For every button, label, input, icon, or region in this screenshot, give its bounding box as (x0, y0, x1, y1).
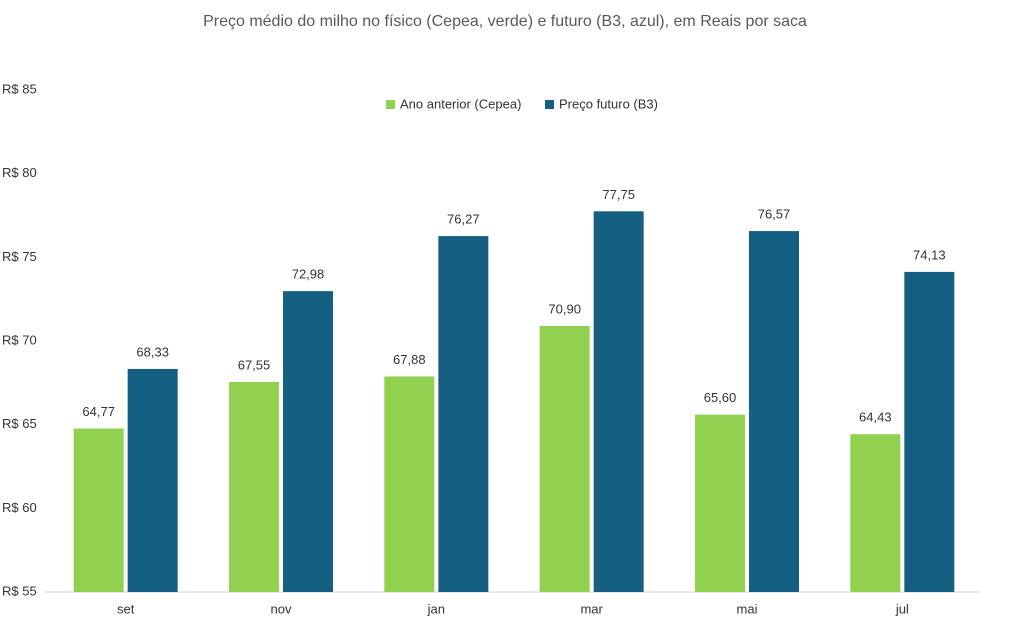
y-tick-label: R$ 75 (2, 249, 37, 264)
value-label: 68,33 (136, 344, 169, 359)
value-label: 76,57 (758, 206, 791, 221)
value-label: 70,90 (548, 301, 581, 316)
value-label: 74,13 (913, 247, 946, 262)
bar (283, 291, 333, 592)
value-label: 67,88 (393, 352, 426, 367)
bar (695, 414, 745, 592)
bar (384, 376, 435, 592)
x-tick-label: nov (271, 601, 292, 616)
value-label: 64,43 (859, 410, 892, 425)
chart-title: Preço médio do milho no físico (Cepea, v… (203, 13, 807, 30)
x-tick-label: jan (427, 601, 445, 616)
bar (539, 325, 590, 592)
y-tick-label: R$ 65 (2, 416, 37, 431)
x-tick-label: jul (895, 601, 909, 616)
bar (593, 211, 644, 593)
x-tick-label: mai (737, 601, 758, 616)
value-label: 65,60 (704, 390, 737, 405)
bar (904, 271, 955, 592)
y-tick-label: R$ 55 (2, 583, 37, 598)
legend-label: Ano anterior (Cepea) (400, 96, 521, 111)
y-tick-label: R$ 80 (2, 165, 37, 180)
x-tick-label: mar (580, 601, 603, 616)
bar (229, 381, 279, 592)
bar (850, 434, 901, 592)
x-tick-label: set (117, 601, 135, 616)
legend-swatch (386, 100, 395, 109)
legend-label: Preço futuro (B3) (559, 96, 658, 111)
bar (127, 368, 178, 592)
y-tick-label: R$ 60 (2, 500, 37, 515)
bar (749, 231, 799, 592)
value-label: 67,55 (238, 357, 271, 372)
bar (73, 428, 124, 592)
value-label: 72,98 (292, 267, 325, 282)
y-tick-label: R$ 70 (2, 332, 37, 347)
value-label: 77,75 (602, 187, 635, 202)
value-label: 64,77 (82, 404, 115, 419)
bar (438, 236, 489, 592)
y-tick-label: R$ 85 (2, 81, 37, 96)
legend-swatch (545, 100, 554, 109)
value-label: 76,27 (447, 212, 480, 227)
